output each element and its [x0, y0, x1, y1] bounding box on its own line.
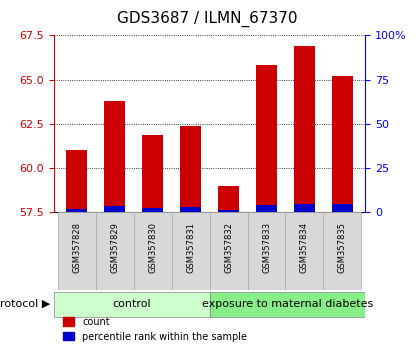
Bar	[332, 204, 353, 212]
Legend: count, percentile rank within the sample: count, percentile rank within the sample	[59, 313, 251, 346]
Text: GDS3687 / ILMN_67370: GDS3687 / ILMN_67370	[117, 11, 298, 27]
FancyBboxPatch shape	[323, 212, 361, 290]
Bar	[104, 101, 125, 212]
Bar	[332, 76, 353, 212]
Bar	[180, 207, 201, 212]
Text: GSM357830: GSM357830	[148, 222, 157, 273]
Text: GSM357832: GSM357832	[224, 222, 233, 273]
Bar	[256, 205, 277, 212]
Text: GSM357831: GSM357831	[186, 222, 195, 273]
Text: GSM357828: GSM357828	[72, 222, 81, 273]
Text: exposure to maternal diabetes: exposure to maternal diabetes	[202, 299, 373, 309]
Bar	[142, 135, 163, 212]
Bar	[104, 206, 125, 212]
Bar	[66, 209, 87, 212]
Text: GSM357833: GSM357833	[262, 222, 271, 273]
FancyBboxPatch shape	[134, 212, 172, 290]
FancyBboxPatch shape	[96, 212, 134, 290]
FancyBboxPatch shape	[210, 212, 247, 290]
Bar	[218, 210, 239, 212]
FancyBboxPatch shape	[172, 212, 210, 290]
Text: GSM357835: GSM357835	[338, 222, 347, 273]
Bar	[180, 126, 201, 212]
Bar	[294, 204, 315, 212]
Bar	[294, 46, 315, 212]
FancyBboxPatch shape	[247, 212, 286, 290]
Text: GSM357829: GSM357829	[110, 222, 119, 273]
Bar	[142, 208, 163, 212]
FancyBboxPatch shape	[210, 292, 365, 317]
FancyBboxPatch shape	[54, 292, 210, 317]
Bar	[218, 186, 239, 212]
Text: protocol ▶: protocol ▶	[0, 299, 50, 309]
Bar	[66, 150, 87, 212]
FancyBboxPatch shape	[286, 212, 323, 290]
Text: control: control	[112, 299, 151, 309]
Text: GSM357834: GSM357834	[300, 222, 309, 273]
FancyBboxPatch shape	[58, 212, 96, 290]
Bar	[256, 65, 277, 212]
